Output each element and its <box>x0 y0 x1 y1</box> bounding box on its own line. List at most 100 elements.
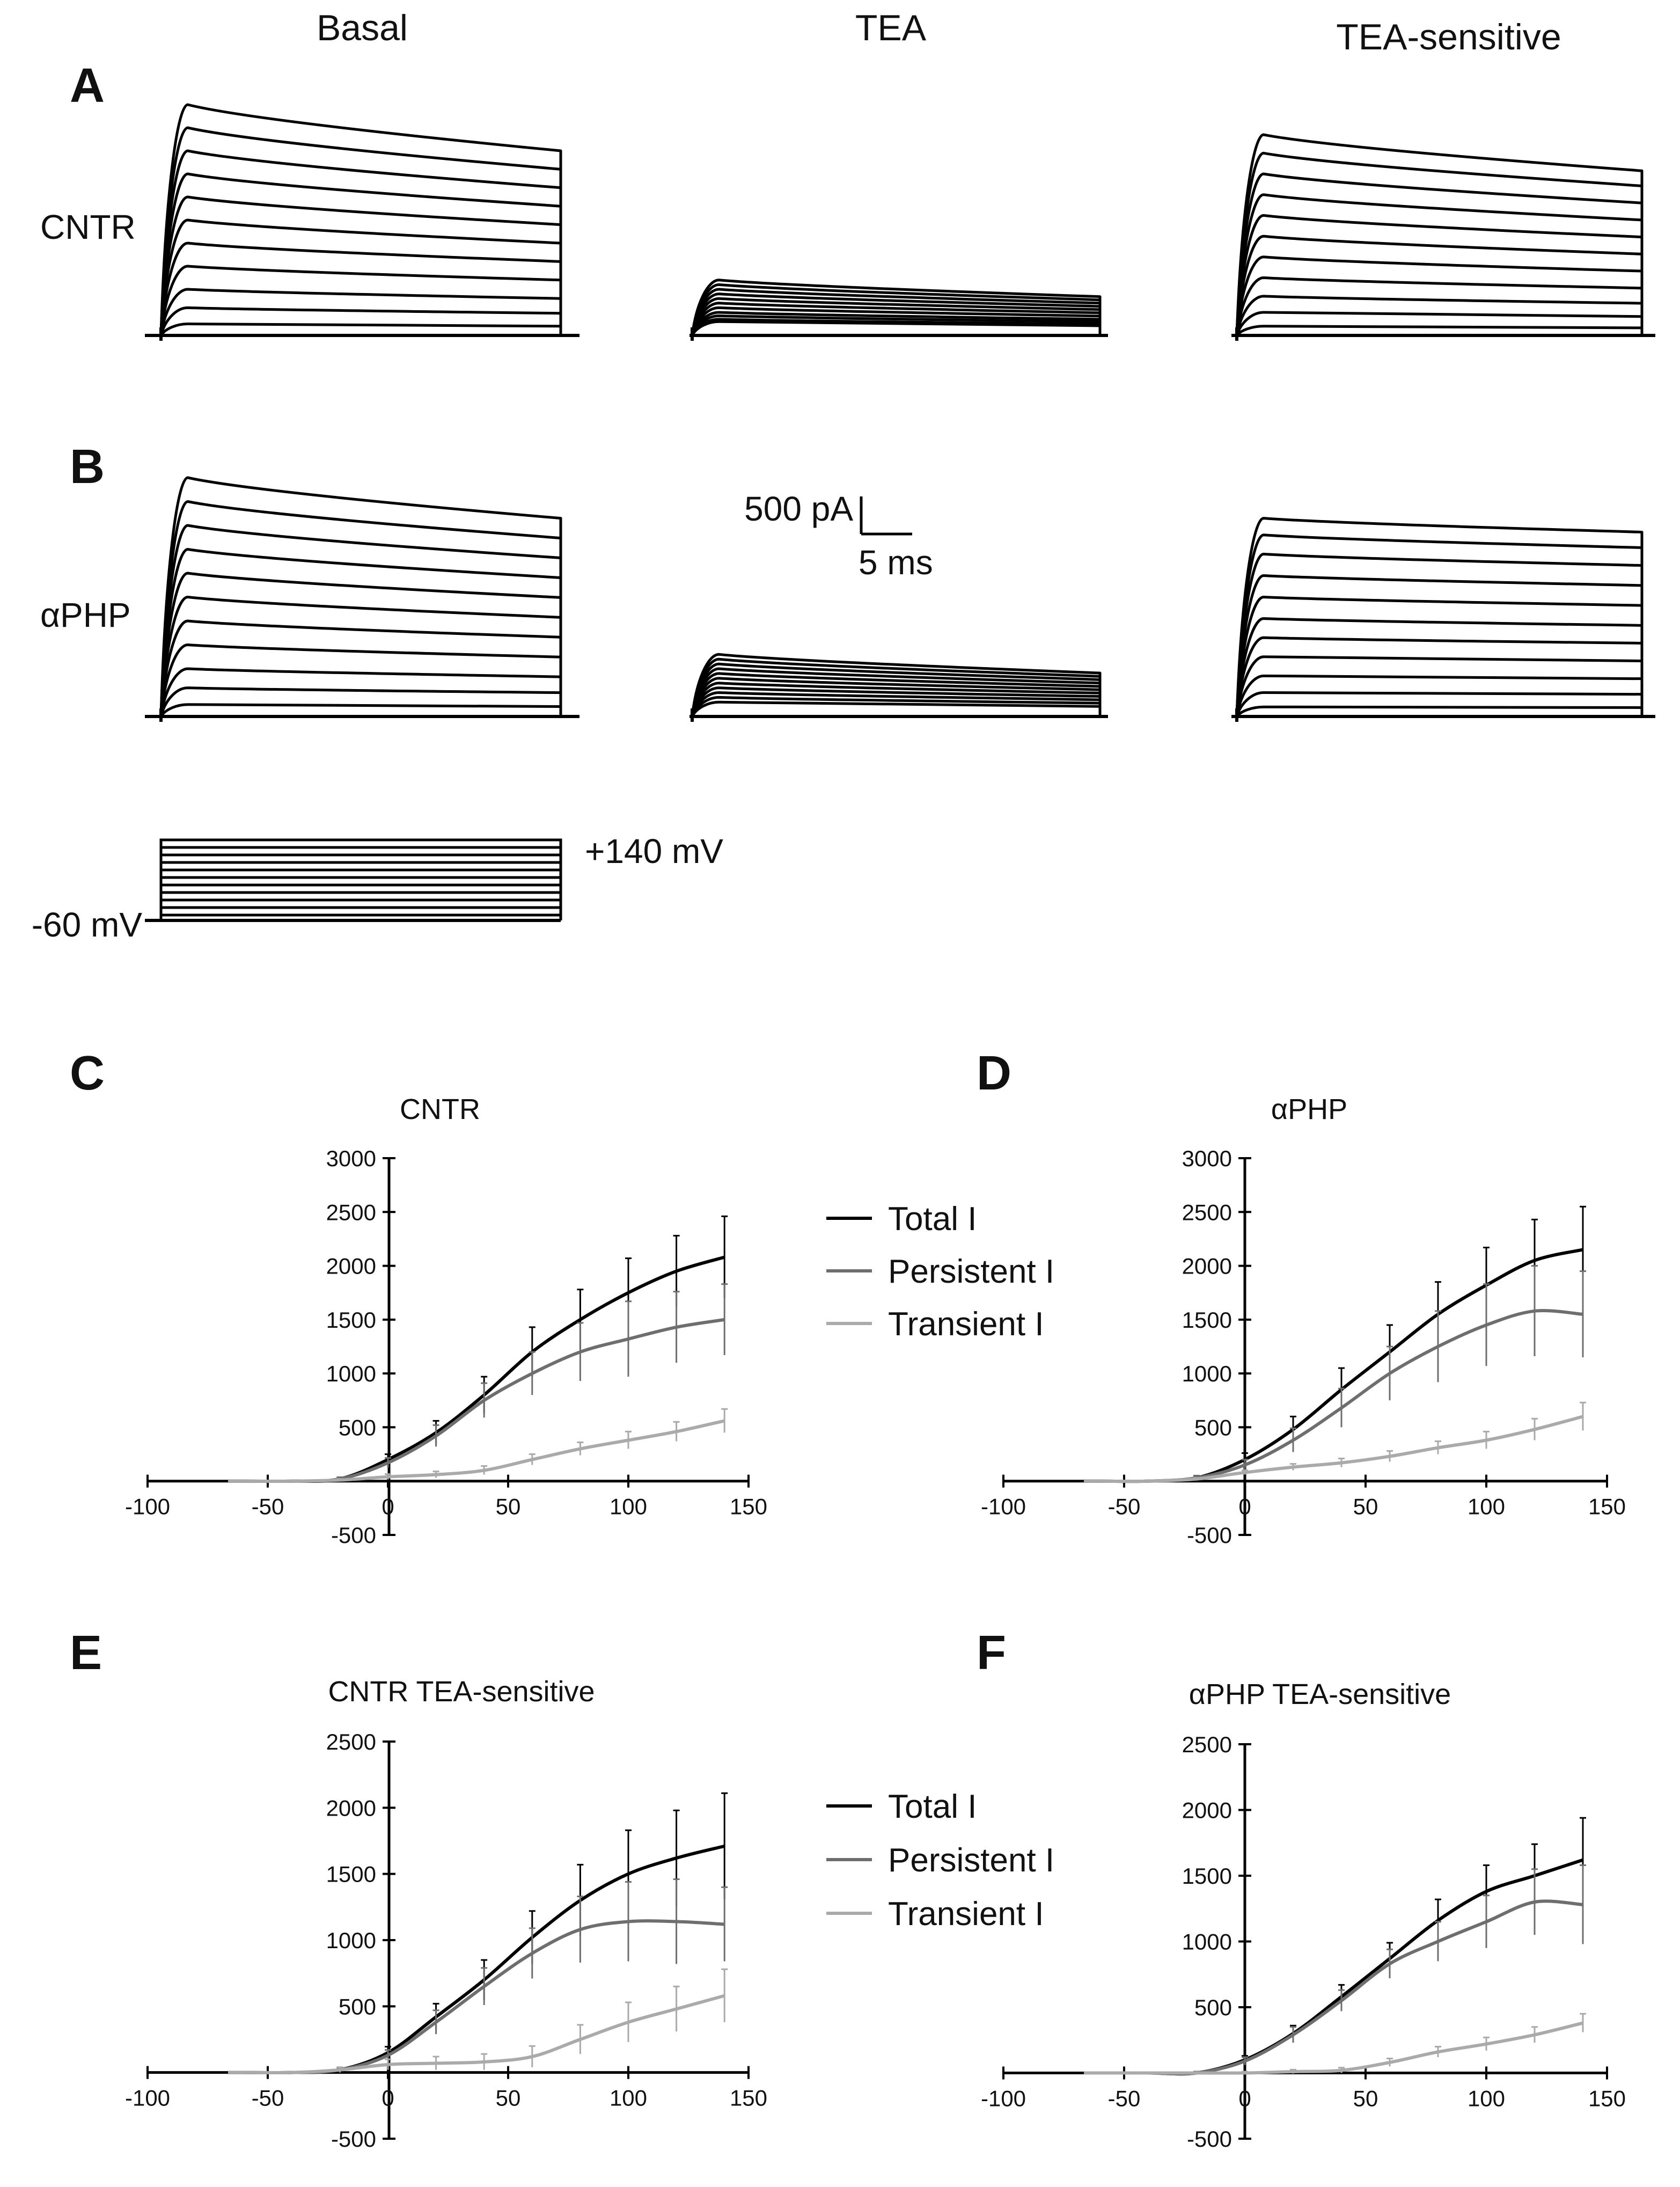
current-trace <box>691 682 1102 717</box>
current-traces-aphp-basal <box>145 476 579 722</box>
current-traces-aphp-tea-sensitive <box>1231 517 1655 722</box>
current-trace <box>1235 214 1644 336</box>
y-tick-label: -500 <box>331 2126 376 2152</box>
x-tick-label: 0 <box>382 1494 394 1519</box>
legend-label-transient: Transient I <box>888 1896 1044 1933</box>
current-trace <box>1235 617 1644 717</box>
y-tick-label: 2000 <box>326 1795 376 1820</box>
current-trace <box>691 288 1102 336</box>
x-tick-label: 150 <box>1588 1494 1626 1519</box>
series-line-transient-i <box>1084 2021 1583 2075</box>
panel-letter-f: F <box>977 1626 1006 1680</box>
legend-ef: Total I Persistent I Transient I <box>826 1788 1054 1933</box>
current-trace <box>691 292 1102 336</box>
current-trace <box>1235 276 1644 336</box>
current-trace <box>159 596 562 717</box>
y-tick-label: 1500 <box>326 1862 376 1887</box>
y-tick-label: 2500 <box>326 1199 376 1225</box>
current-trace <box>159 686 562 717</box>
x-tick-label: 100 <box>610 1494 647 1519</box>
y-tick-label: 3000 <box>1182 1146 1232 1171</box>
series-line-persistent-i <box>228 1919 725 2075</box>
current-trace <box>691 306 1102 336</box>
series-line-total-i <box>228 1844 725 2075</box>
y-tick-label: 2000 <box>1182 1798 1232 1823</box>
current-trace <box>159 172 562 336</box>
current-trace <box>159 306 562 336</box>
current-trace <box>691 677 1102 717</box>
panel-letter-b: B <box>70 440 105 494</box>
scale-bar: 500 pA 5 ms <box>744 489 933 582</box>
panel-letter-a: A <box>70 59 105 113</box>
column-title-tea: TEA <box>855 8 927 48</box>
x-tick-label: -50 <box>1108 1494 1141 1519</box>
current-trace <box>1236 325 1644 337</box>
x-tick-label: 150 <box>1588 2086 1626 2111</box>
current-trace <box>159 218 562 336</box>
series-line-transient-i <box>228 1419 725 1483</box>
current-trace <box>691 700 1102 718</box>
current-trace <box>159 242 562 336</box>
x-tick-label: 100 <box>1468 2086 1505 2111</box>
current-traces-cntr-basal <box>145 103 579 341</box>
x-tick-label: 0 <box>1238 1494 1251 1519</box>
y-tick-label: 1500 <box>326 1307 376 1333</box>
current-trace <box>691 311 1102 336</box>
current-trace <box>159 572 562 717</box>
y-tick-label: 1000 <box>326 1361 376 1386</box>
current-trace <box>691 667 1102 717</box>
series-line-total-i <box>1084 1248 1583 1483</box>
legend-label-persistent: Persistent I <box>888 1253 1054 1290</box>
x-tick-label: -100 <box>125 2086 170 2111</box>
current-trace <box>159 288 562 336</box>
iv-chart-d: αPHP-100 -50 0 50 100 150-5005001000150020002… <box>981 1093 1626 1548</box>
chart-title-d: αPHP <box>1271 1093 1347 1125</box>
current-trace <box>691 653 1102 717</box>
current-trace <box>1235 691 1644 717</box>
panel-letter-d: D <box>977 1047 1011 1100</box>
current-trace <box>1235 596 1644 717</box>
current-trace <box>159 643 562 717</box>
current-trace <box>691 691 1102 717</box>
column-title-tea-sensitive: TEA-sensitive <box>1336 17 1561 57</box>
current-trace <box>691 302 1102 336</box>
legend-label-persistent: Persistent I <box>888 1842 1054 1879</box>
chart-title-f: αPHP TEA-sensitive <box>1189 1678 1451 1710</box>
series-line-transient-i <box>1084 1415 1583 1483</box>
legend-label-total: Total I <box>888 1788 977 1825</box>
x-tick-label: -50 <box>1108 2086 1141 2111</box>
legend-label-transient: Transient I <box>888 1306 1044 1343</box>
x-tick-label: 50 <box>1353 2086 1378 2111</box>
current-trace <box>1235 235 1644 336</box>
current-traces-aphp-tea <box>689 653 1108 722</box>
chart-title-c: CNTR <box>400 1093 480 1125</box>
current-trace <box>1235 172 1644 336</box>
current-trace <box>691 314 1102 336</box>
current-trace <box>159 265 562 336</box>
current-trace <box>1236 705 1644 718</box>
current-trace <box>691 320 1102 337</box>
current-trace <box>1235 193 1644 336</box>
current-trace <box>691 318 1102 337</box>
current-trace <box>1235 255 1644 336</box>
current-trace <box>1235 674 1644 717</box>
current-trace <box>691 279 1102 336</box>
iv-chart-e: CNTR TEA-sensitive-100 -50 0 50 100 150-50050… <box>125 1676 767 2152</box>
iv-chart-f: αPHP TEA-sensitive-100 -50 0 50 100 150-50050… <box>981 1678 1626 2152</box>
y-tick-label: 2000 <box>1182 1254 1232 1279</box>
y-tick-label: 1000 <box>1182 1929 1232 1955</box>
panel-letter-e: E <box>70 1626 102 1680</box>
x-tick-label: 150 <box>730 1494 767 1519</box>
y-tick-label: -500 <box>331 1523 376 1548</box>
x-tick-label: -50 <box>252 1494 284 1519</box>
panel-letter-c: C <box>70 1047 105 1100</box>
current-trace <box>1235 636 1644 717</box>
y-tick-label: 3000 <box>326 1146 376 1171</box>
x-tick-label: 50 <box>1353 1494 1378 1519</box>
scale-bar-current-label: 500 pA <box>744 489 853 528</box>
current-trace <box>159 476 562 717</box>
current-trace <box>691 283 1102 336</box>
protocol-step <box>159 913 562 920</box>
series-line-total-i <box>1084 1858 1583 2076</box>
